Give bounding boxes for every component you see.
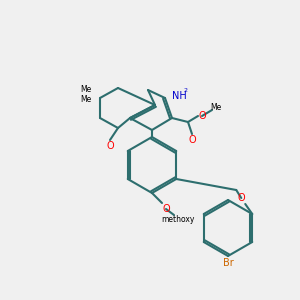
Text: methoxy: methoxy — [161, 214, 195, 224]
Text: O: O — [162, 204, 170, 214]
Text: Me: Me — [80, 85, 92, 94]
Text: O: O — [198, 111, 206, 121]
Text: O: O — [188, 135, 196, 145]
Text: Br: Br — [223, 258, 233, 268]
Text: NH: NH — [172, 91, 186, 101]
Text: O: O — [237, 193, 245, 203]
Text: 2: 2 — [183, 88, 187, 92]
Text: Me: Me — [210, 103, 222, 112]
Text: Me: Me — [80, 95, 92, 104]
Text: O: O — [106, 141, 114, 151]
